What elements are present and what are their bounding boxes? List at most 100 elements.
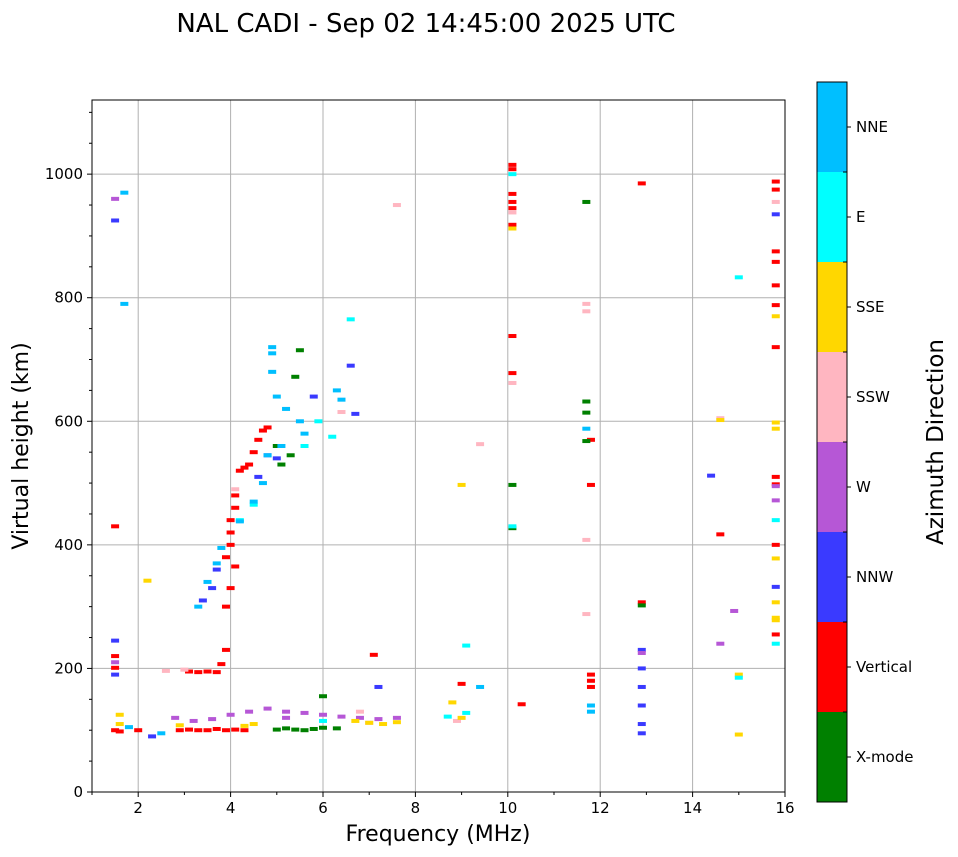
data-point-e xyxy=(443,714,452,719)
data-point-vertical xyxy=(508,371,517,376)
data-point-e xyxy=(462,643,471,648)
data-point-e xyxy=(508,524,517,529)
data-point-nne xyxy=(586,703,595,708)
data-point-vertical xyxy=(111,728,120,733)
data-point-nne xyxy=(249,499,258,504)
data-point-sse xyxy=(771,314,780,319)
data-point-vertical xyxy=(771,345,780,350)
data-point-vertical xyxy=(194,670,203,675)
data-point-nnw xyxy=(637,666,646,671)
x-tick-label: 2 xyxy=(133,799,143,817)
data-point-nnw xyxy=(771,212,780,217)
data-point-w xyxy=(716,641,725,646)
data-point-vertical xyxy=(203,669,212,674)
data-point-nne xyxy=(277,444,286,448)
data-point-e xyxy=(328,434,337,439)
x-tick-label: 16 xyxy=(775,799,794,817)
data-point-e xyxy=(346,317,355,322)
data-point-x-mode xyxy=(319,694,327,699)
data-point-nne xyxy=(157,731,166,736)
colorbar-segment xyxy=(817,622,847,712)
data-point-x-mode xyxy=(282,726,291,731)
data-point-nne xyxy=(272,394,281,399)
chart-title: NAL CADI - Sep 02 14:45:00 2025 UTC xyxy=(176,9,675,39)
data-point-e xyxy=(508,172,517,177)
data-point-w xyxy=(730,608,739,613)
data-point-vertical xyxy=(111,654,120,659)
data-point-nne xyxy=(295,419,304,424)
data-point-vertical xyxy=(508,167,517,172)
x-tick-label: 12 xyxy=(591,799,610,817)
data-point-x-mode xyxy=(508,482,517,487)
data-point-nnw xyxy=(707,473,716,478)
data-point-vertical xyxy=(716,532,725,537)
data-point-vertical xyxy=(221,647,230,652)
data-point-sse xyxy=(392,720,401,725)
data-point-vertical xyxy=(240,465,249,470)
data-point-vertical xyxy=(231,505,240,510)
data-point-vertical xyxy=(771,303,780,308)
data-point-x-mode xyxy=(295,348,304,353)
data-point-sse xyxy=(379,722,388,727)
data-point-w xyxy=(208,717,217,722)
data-point-vertical xyxy=(226,586,235,591)
data-point-x-mode xyxy=(582,199,591,204)
data-point-w xyxy=(337,714,346,719)
data-point-e xyxy=(462,710,471,715)
data-point-e xyxy=(314,419,323,424)
data-point-nnw xyxy=(374,684,383,689)
data-point-w xyxy=(319,712,327,717)
data-point-nnw xyxy=(771,584,780,589)
data-point-w xyxy=(355,715,364,720)
data-point-vertical xyxy=(231,564,240,569)
data-point-vertical xyxy=(203,728,212,733)
data-point-sse xyxy=(175,723,184,728)
data-point-vertical xyxy=(240,728,249,733)
data-point-nne xyxy=(203,579,212,584)
data-point-vertical xyxy=(249,450,258,455)
data-point-sse xyxy=(115,722,124,727)
data-point-vertical xyxy=(231,493,240,498)
colorbar-label: SSE xyxy=(856,298,885,316)
colorbar-title: Azimuth Direction xyxy=(923,339,949,545)
data-point-nnw xyxy=(111,638,120,643)
data-point-ssw xyxy=(771,199,780,204)
colorbar-segment xyxy=(817,172,847,262)
data-point-ssw xyxy=(582,612,591,617)
y-axis-label: Virtual height (km) xyxy=(9,342,34,549)
data-point-sse xyxy=(716,418,725,423)
data-point-vertical xyxy=(771,283,780,288)
data-point-ssw xyxy=(392,203,401,208)
colorbar-segment xyxy=(817,352,847,442)
data-point-nne xyxy=(282,406,291,411)
colorbar-label: X-mode xyxy=(856,748,913,766)
data-point-ssw xyxy=(508,210,517,215)
y-tick-label: 600 xyxy=(54,412,83,430)
data-point-vertical xyxy=(586,437,595,442)
data-point-nne xyxy=(120,190,129,195)
data-point-nnw xyxy=(198,598,207,603)
colorbar-label: E xyxy=(856,208,865,226)
grid-lines xyxy=(92,100,785,792)
data-point-vertical xyxy=(508,206,517,211)
data-point-ssw xyxy=(452,718,461,723)
data-point-vertical xyxy=(771,632,780,637)
data-point-vertical xyxy=(771,179,780,184)
data-point-vertical xyxy=(508,191,517,196)
colorbar-segment xyxy=(817,712,847,802)
data-point-vertical xyxy=(235,468,244,473)
data-point-w xyxy=(111,196,120,201)
y-tick-label: 1000 xyxy=(45,165,83,183)
data-point-nne xyxy=(268,351,277,356)
data-point-vertical xyxy=(586,684,595,689)
x-axis-ticks: 2 4 6 8 10 12 14 16 xyxy=(91,792,795,817)
data-point-vertical xyxy=(508,162,517,167)
data-point-nne xyxy=(235,519,244,524)
data-point-nnw xyxy=(637,684,646,689)
data-point-x-mode xyxy=(582,439,591,444)
data-point-nne xyxy=(124,725,133,730)
y-tick-label: 0 xyxy=(73,783,83,801)
data-point-vertical xyxy=(771,542,780,547)
data-point-vertical xyxy=(115,729,124,734)
